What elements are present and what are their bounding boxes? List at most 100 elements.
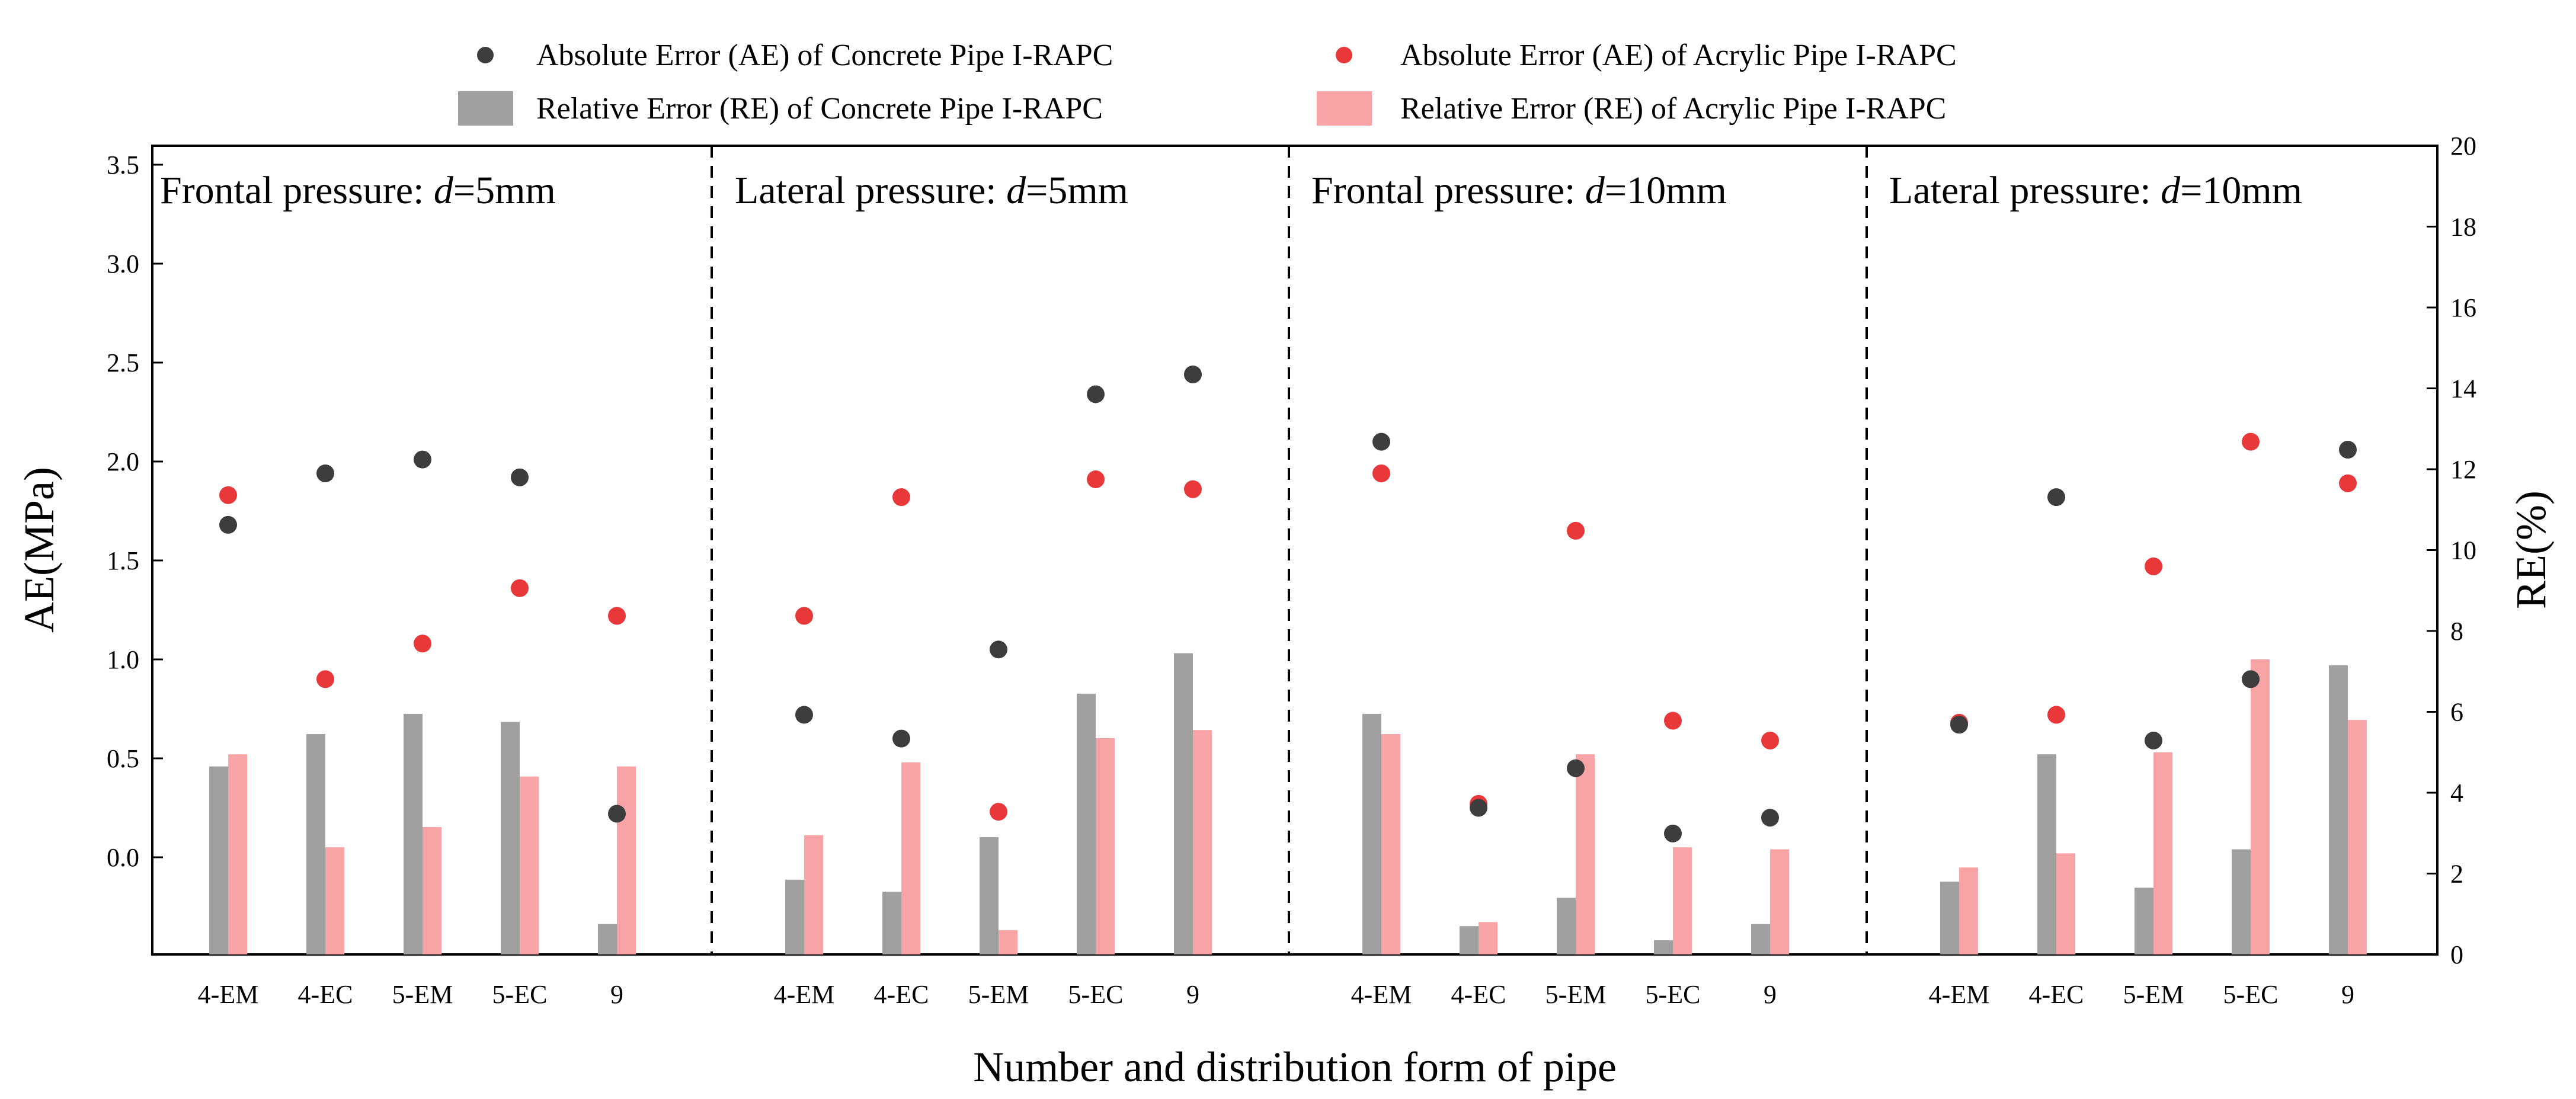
x-tick-label: 5-EM bbox=[392, 980, 453, 1009]
ae-concrete-point bbox=[1567, 759, 1585, 777]
re-concrete-bar bbox=[1362, 713, 1381, 954]
re-acrylic-bar bbox=[1381, 734, 1400, 954]
re-acrylic-bar bbox=[1096, 738, 1115, 954]
panel-title: Frontal pressure: d=5mm bbox=[160, 169, 556, 212]
re-acrylic-bar bbox=[617, 766, 636, 954]
right-tick-label: 0 bbox=[2450, 940, 2463, 969]
re-acrylic-bar bbox=[1770, 849, 1789, 954]
ae-acrylic-point bbox=[1664, 712, 1682, 730]
x-tick-label: 5-EM bbox=[968, 980, 1029, 1009]
ae-acrylic-point bbox=[2047, 706, 2065, 724]
re-acrylic-bar bbox=[804, 835, 823, 954]
right-tick-label: 6 bbox=[2450, 698, 2463, 727]
legend-label-ae-acrylic: Absolute Error (AE) of Acrylic Pipe I-RA… bbox=[1400, 39, 1957, 72]
point-series bbox=[219, 366, 2357, 842]
x-tick-label: 5-EM bbox=[1545, 980, 1607, 1009]
re-concrete-bar bbox=[1174, 653, 1193, 954]
left-tick-label: 3.0 bbox=[107, 249, 139, 278]
left-axis: 0.0 0.5 1.0 1.5 2.0 2.5 3.0 3.5 bbox=[107, 150, 163, 872]
ae-concrete-point bbox=[414, 450, 431, 469]
ae-concrete-point bbox=[1950, 716, 1968, 734]
re-acrylic-bar bbox=[2056, 853, 2075, 954]
x-tick-label: 5-EM bbox=[2123, 980, 2184, 1009]
legend: Absolute Error (AE) of Concrete Pipe I-R… bbox=[458, 39, 1957, 126]
re-concrete-bar bbox=[2037, 754, 2056, 954]
ae-acrylic-point bbox=[316, 670, 334, 688]
x-axis-title: Number and distribution form of pipe bbox=[973, 1043, 1617, 1091]
plot-frame bbox=[151, 145, 2439, 956]
left-tick-label: 2.5 bbox=[107, 348, 139, 377]
x-tick-label: 9 bbox=[1186, 980, 1199, 1009]
legend-label-re-acrylic: Relative Error (RE) of Acrylic Pipe I-RA… bbox=[1400, 92, 1946, 126]
re-concrete-bar bbox=[209, 766, 228, 954]
re-acrylic-bar bbox=[2153, 752, 2172, 954]
ae-concrete-point bbox=[1372, 432, 1390, 451]
ae-concrete-point bbox=[1761, 809, 1779, 827]
ae-acrylic-point bbox=[414, 635, 431, 653]
x-tick-label: 4-EM bbox=[1929, 980, 1990, 1009]
ae-concrete-point bbox=[2047, 488, 2065, 507]
right-tick-label: 2 bbox=[2450, 860, 2463, 889]
right-tick-label: 20 bbox=[2450, 132, 2476, 161]
left-tick-label: 0.0 bbox=[107, 843, 139, 872]
ae-concrete-point bbox=[608, 805, 626, 823]
left-tick-label: 0.5 bbox=[107, 744, 139, 773]
ae-acrylic-point bbox=[1184, 480, 1202, 498]
ae-acrylic-point bbox=[1567, 521, 1585, 540]
panel-titles: Frontal pressure: d=5mm Lateral pressure… bbox=[160, 169, 2302, 212]
re-concrete-bar bbox=[1654, 940, 1673, 954]
legend-label-re-concrete: Relative Error (RE) of Concrete Pipe I-R… bbox=[536, 92, 1103, 126]
right-tick-label: 12 bbox=[2450, 455, 2476, 484]
panel-dividers bbox=[711, 146, 1868, 954]
ae-acrylic-point bbox=[795, 607, 813, 625]
re-concrete-bar bbox=[598, 924, 617, 954]
ae-acrylic-point bbox=[219, 486, 237, 504]
re-concrete-bar bbox=[1077, 693, 1096, 954]
right-tick-label: 18 bbox=[2450, 213, 2476, 242]
ae-concrete-point bbox=[1087, 385, 1105, 403]
ae-acrylic-point bbox=[2145, 557, 2162, 576]
re-concrete-bar bbox=[1940, 882, 1959, 954]
bar-series bbox=[209, 653, 2367, 954]
x-axis-ticks: 4-EM 4-EC 5-EM 5-EC 9 4-EM 4-EC 5-EM 5-EC 9 4-EM 4-… bbox=[198, 980, 2354, 1009]
ae-acrylic-point bbox=[1372, 464, 1390, 483]
re-concrete-bar bbox=[1460, 926, 1479, 954]
re-acrylic-bar bbox=[520, 776, 539, 954]
re-acrylic-bar bbox=[1193, 730, 1212, 954]
left-tick-label: 3.5 bbox=[107, 150, 139, 180]
ae-concrete-point bbox=[795, 706, 813, 724]
x-tick-label: 4-EC bbox=[2029, 980, 2084, 1009]
x-tick-label: 4-EM bbox=[1351, 980, 1412, 1009]
ae-acrylic-point bbox=[511, 579, 529, 597]
ae-acrylic-point bbox=[608, 607, 626, 625]
ae-concrete-point bbox=[511, 468, 529, 486]
ae-acrylic-point bbox=[2339, 474, 2357, 492]
ae-concrete-point bbox=[1470, 799, 1487, 817]
panel-title: Lateral pressure: d=10mm bbox=[1889, 169, 2302, 212]
x-tick-label: 9 bbox=[1764, 980, 1777, 1009]
ae-acrylic-point bbox=[2242, 432, 2260, 451]
x-tick-label: 4-EC bbox=[874, 980, 929, 1009]
right-axis: 0 2 4 6 8 10 12 14 16 18 20 bbox=[2427, 132, 2476, 969]
x-tick-label: 4-EM bbox=[774, 980, 835, 1009]
re-acrylic-bar bbox=[1576, 754, 1595, 954]
legend-label-ae-concrete: Absolute Error (AE) of Concrete Pipe I-R… bbox=[536, 39, 1113, 72]
right-tick-label: 16 bbox=[2450, 293, 2476, 322]
ae-acrylic-point bbox=[1761, 731, 1779, 749]
x-tick-label: 5-EC bbox=[1068, 980, 1124, 1009]
ae-acrylic-point bbox=[990, 803, 1007, 821]
re-acrylic-bar bbox=[2251, 659, 2270, 954]
ae-concrete-point bbox=[892, 729, 910, 748]
re-acrylic-bar bbox=[325, 847, 344, 954]
ae-concrete-point bbox=[316, 464, 334, 483]
x-tick-label: 9 bbox=[2341, 980, 2354, 1009]
y-axis-title-right: RE(%) bbox=[2507, 491, 2555, 609]
ae-concrete-point bbox=[2339, 440, 2357, 459]
x-tick-label: 4-EM bbox=[198, 980, 259, 1009]
re-acrylic-bar bbox=[1959, 867, 1978, 954]
re-acrylic-bar bbox=[901, 762, 920, 954]
x-tick-label: 5-EC bbox=[1646, 980, 1701, 1009]
ae-concrete-point bbox=[1184, 366, 1202, 384]
panel-title: Frontal pressure: d=10mm bbox=[1311, 169, 1727, 212]
